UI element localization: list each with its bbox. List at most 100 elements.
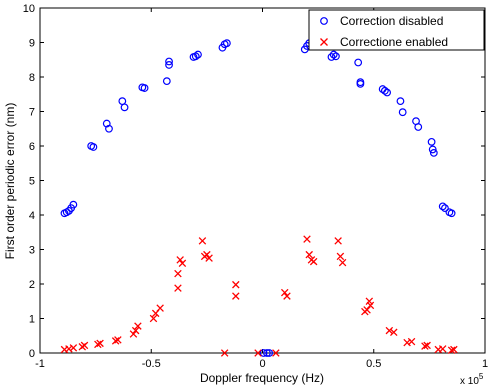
data-point-x <box>65 345 73 353</box>
data-point-circle <box>398 108 407 117</box>
legend: Correction disabled Correctione enabled <box>308 9 485 51</box>
data-point-x <box>205 254 213 262</box>
data-point-x <box>338 258 347 267</box>
y-tick-label: 2 <box>29 279 35 291</box>
data-point-circle <box>120 103 129 112</box>
data-point-x <box>198 237 207 245</box>
data-point-x <box>309 257 318 266</box>
data-point-circle <box>438 202 447 211</box>
y-tick-label: 3 <box>29 245 35 257</box>
y-axis: 0 1 2 3 4 5 6 7 8 9 10 <box>23 3 485 360</box>
data-point-x <box>447 346 456 354</box>
data-point-circle <box>414 123 423 131</box>
data-point-circle <box>191 52 200 61</box>
x-multiplier-base: x 10 <box>460 376 479 387</box>
data-point-x <box>336 252 345 261</box>
y-tick-label: 0 <box>29 348 35 360</box>
x-tick-label: -0.5 <box>142 358 161 370</box>
legend-marker-x-icon <box>320 38 328 46</box>
x-multiplier: x 105 <box>460 372 484 387</box>
data-point-circle <box>105 124 113 133</box>
x-multiplier-exponent: 5 <box>479 372 484 381</box>
data-point-circle <box>140 84 149 92</box>
data-point-circle <box>165 57 173 66</box>
x-tick-label: -1 <box>35 358 45 370</box>
x-axis-label: Doppler frequency (Hz) <box>200 371 324 385</box>
data-point-x <box>366 301 375 310</box>
x-tick-label: 0.5 <box>366 358 381 370</box>
data-point-circle <box>356 79 365 88</box>
data-point-circle <box>428 145 437 154</box>
data-point-x <box>334 237 342 245</box>
data-point-x <box>178 259 187 268</box>
data-point-circle <box>380 86 389 95</box>
data-point-x <box>176 256 184 264</box>
data-point-circle <box>194 50 202 59</box>
data-point-circle <box>259 349 268 357</box>
data-marks <box>60 39 458 357</box>
data-point-circle <box>69 200 78 209</box>
data-point-x <box>232 292 240 300</box>
data-point-x <box>280 288 289 297</box>
data-point-circle <box>447 209 456 218</box>
data-point-circle <box>222 39 231 48</box>
data-point-circle <box>162 77 171 86</box>
data-point-circle <box>89 143 98 151</box>
data-point-x <box>423 341 431 350</box>
data-point-x <box>421 342 429 350</box>
y-tick-label: 4 <box>29 210 35 222</box>
data-point-x <box>254 349 262 357</box>
data-point-x <box>174 269 182 278</box>
y-tick-label: 6 <box>29 141 35 153</box>
data-point-x <box>111 337 120 345</box>
y-tick-label: 5 <box>29 176 35 188</box>
data-point-circle <box>427 137 436 146</box>
series-1 <box>60 39 456 357</box>
data-point-x <box>129 330 138 338</box>
y-axis-label: First order periodic error (nm) <box>3 103 17 260</box>
data-point-x <box>303 235 311 243</box>
data-point-circle <box>265 349 274 357</box>
data-point-x <box>96 339 104 348</box>
data-point-circle <box>441 204 449 213</box>
data-point-x <box>156 304 164 312</box>
data-point-circle <box>329 50 338 59</box>
data-point-x <box>94 340 102 349</box>
data-point-circle <box>165 61 173 69</box>
y-tick-label: 1 <box>29 314 35 326</box>
data-point-x <box>438 345 447 353</box>
legend-box <box>308 9 485 51</box>
data-point-x <box>407 337 416 346</box>
y-tick-label: 8 <box>29 72 35 84</box>
data-point-x <box>272 349 280 357</box>
data-point-circle <box>327 53 336 61</box>
legend-label-series-1: Correction disabled <box>340 14 443 28</box>
data-point-circle <box>383 88 392 97</box>
data-point-x <box>149 314 158 323</box>
y-tick-label: 9 <box>29 38 35 50</box>
data-point-x <box>203 250 211 259</box>
legend-label-series-2: Correctione enabled <box>340 35 448 49</box>
data-point-x <box>283 292 291 300</box>
data-point-x <box>403 338 411 347</box>
data-point-x <box>390 328 398 337</box>
data-point-x <box>131 326 140 335</box>
plot-area <box>39 7 486 354</box>
data-point-x <box>114 336 122 344</box>
data-point-circle <box>396 97 405 106</box>
y-tick-label: 7 <box>29 107 35 119</box>
data-point-x <box>385 326 394 335</box>
data-point-x <box>134 322 142 330</box>
series-2 <box>60 235 458 357</box>
data-point-circle <box>332 52 340 61</box>
data-point-x <box>450 345 458 354</box>
data-point-x <box>220 349 229 357</box>
y-tick-label: 10 <box>23 3 35 15</box>
data-point-x <box>232 280 240 289</box>
data-point-x <box>69 344 78 352</box>
data-point-circle <box>429 148 438 157</box>
data-point-x <box>305 250 313 259</box>
data-point-x <box>363 306 371 314</box>
x-axis: -1 -0.5 0 0.5 1 <box>35 8 488 370</box>
